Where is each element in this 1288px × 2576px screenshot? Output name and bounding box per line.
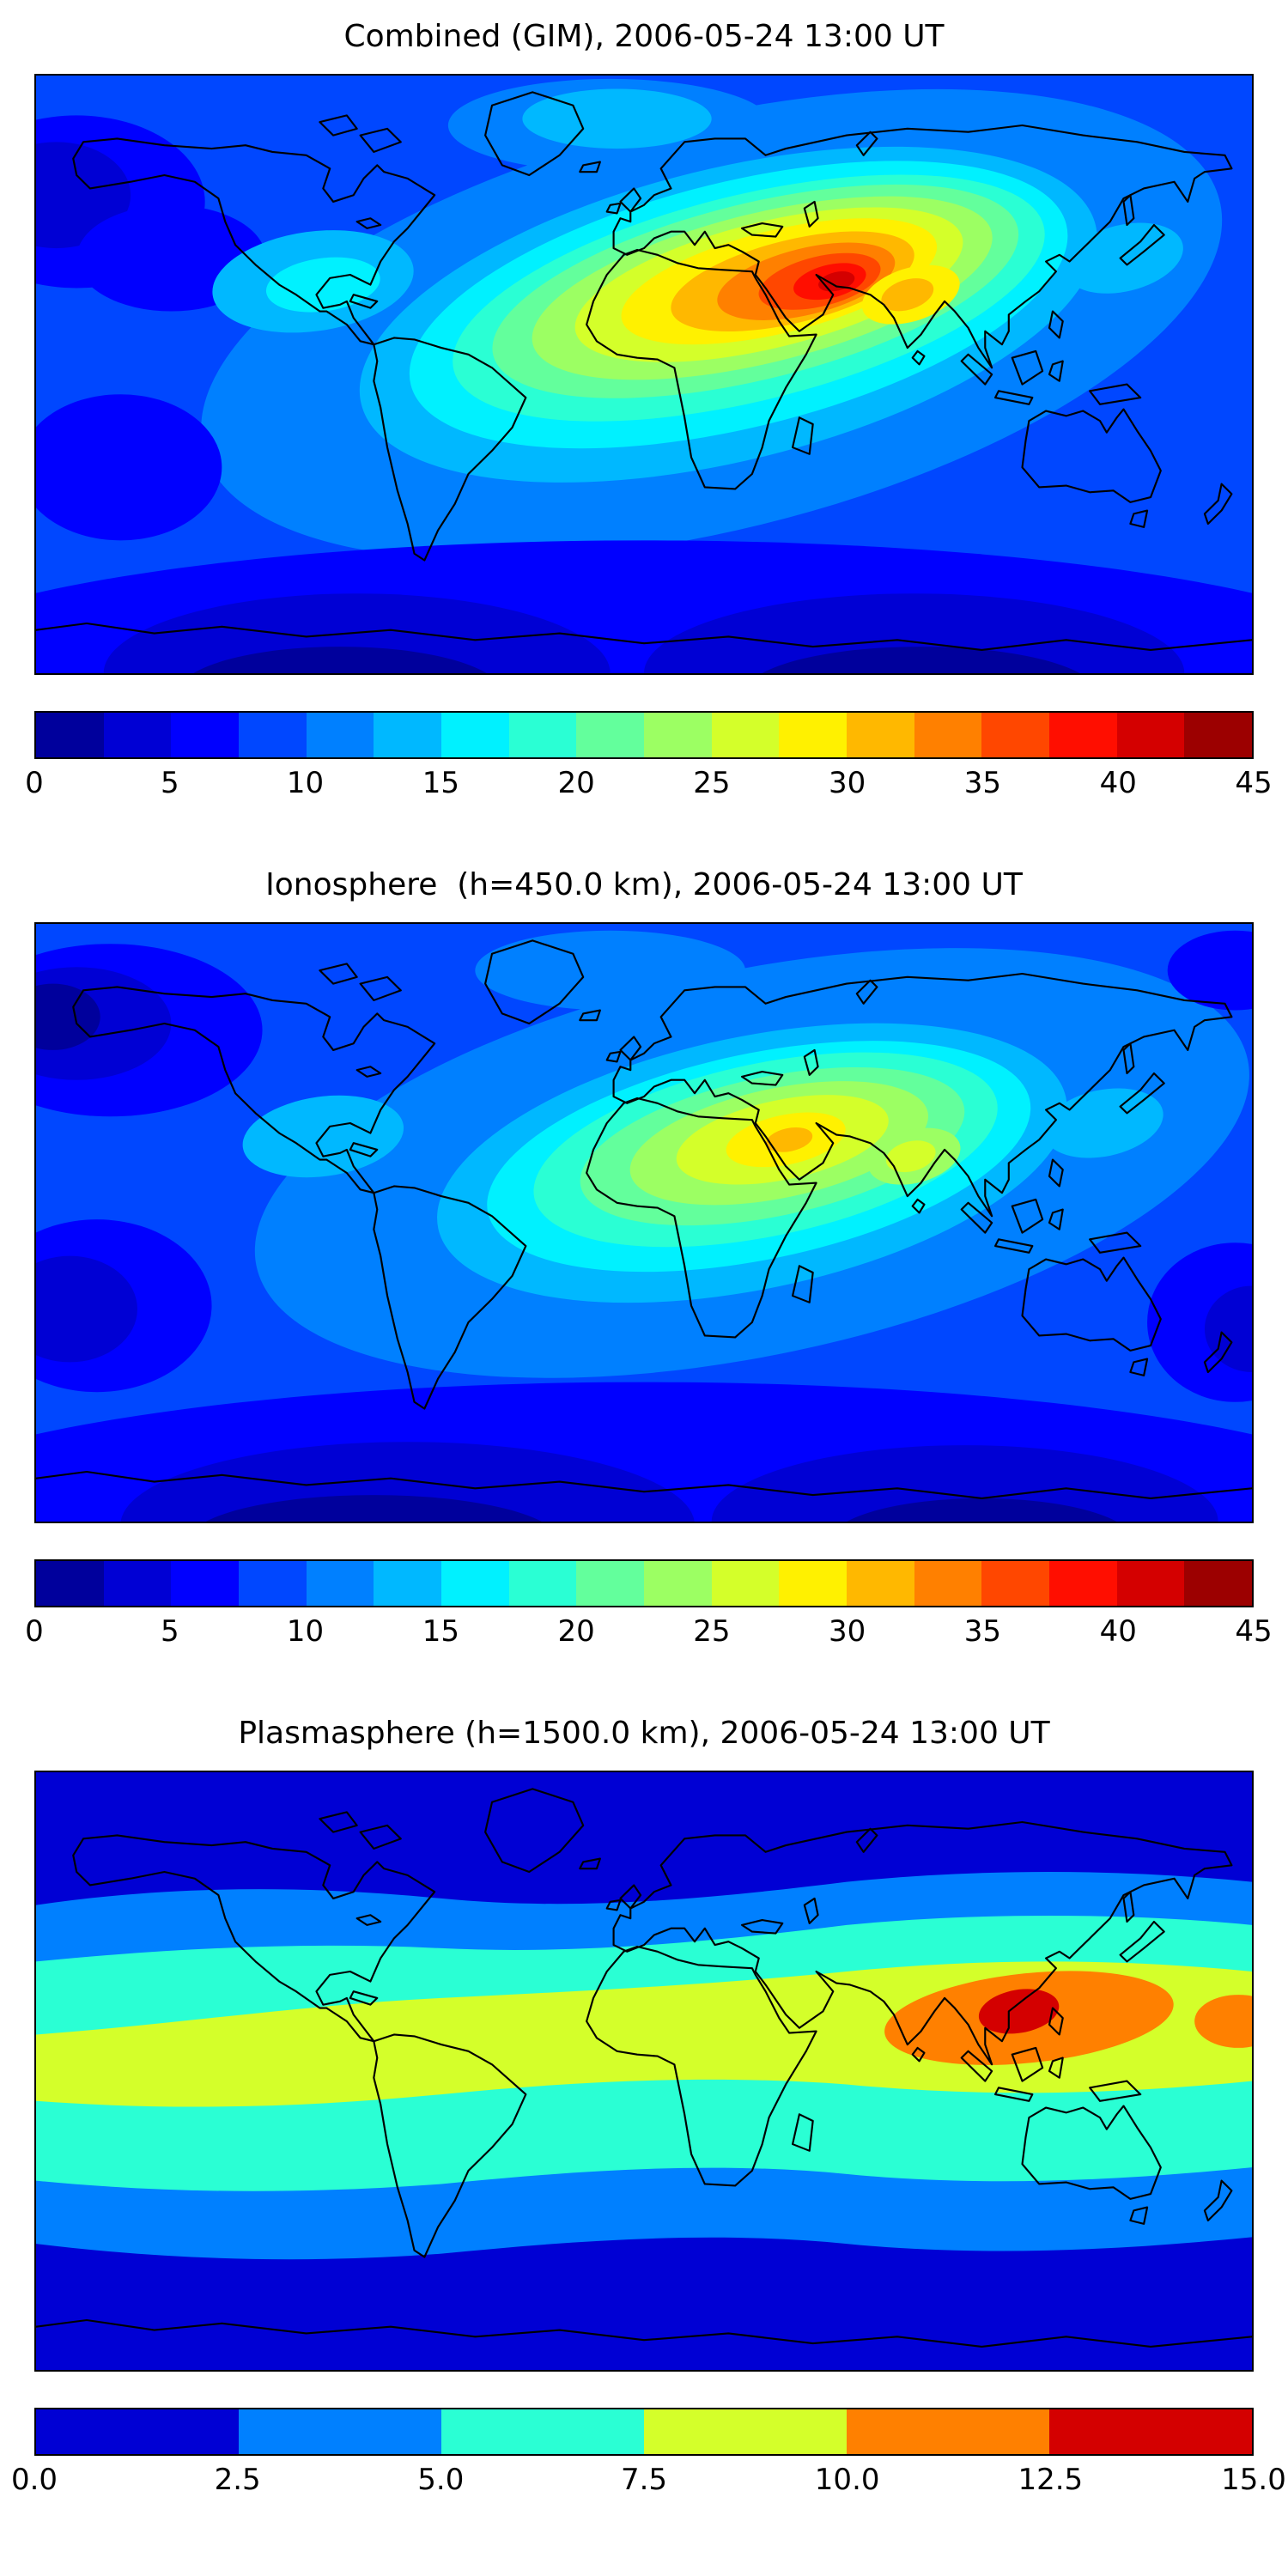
colorbar-tick-label: 30: [829, 1614, 866, 1649]
map-combined: [34, 74, 1254, 675]
colorbar-segment: [441, 713, 509, 757]
colorbar-segment: [847, 713, 914, 757]
colorbar-tick-label: 20: [557, 1614, 595, 1649]
colorbar-segment: [1049, 2409, 1252, 2454]
contour-fills: [36, 76, 1252, 673]
colorbar-tick-label: 10: [286, 766, 325, 800]
main-enhancement: [437, 1023, 1067, 1303]
panel-title-combined: Combined (GIM), 2006-05-24 13:00 UT: [343, 19, 945, 54]
colorbar-segment: [306, 713, 374, 757]
colorbar-segment: [644, 713, 712, 757]
colorbar-tick-label: 35: [963, 1614, 1002, 1649]
colorbar-tick-label: 12.5: [1018, 2463, 1084, 2497]
colorbar-segment: [1184, 1561, 1253, 1606]
panel-title-plasmasphere: Plasmasphere (h=1500.0 km), 2006-05-24 1…: [238, 1716, 1050, 1751]
panel-combined: Combined (GIM), 2006-05-24 13:00 UT: [0, 0, 1288, 809]
colorbar-segment: [711, 1561, 780, 1606]
colorbar-tick-label: 40: [1099, 766, 1137, 800]
map-plasmasphere-svg: [36, 1772, 1252, 2370]
colorbar-segment: [239, 713, 307, 757]
colorbar-tick-label: 25: [693, 766, 731, 800]
colorbar-segment: [171, 1561, 240, 1606]
colorbar-segment: [644, 2409, 847, 2454]
contour-fills: [36, 1772, 1252, 2370]
colorbar-segment: [508, 1561, 577, 1606]
colorbar-segment: [644, 1561, 712, 1606]
colorbar-segment: [847, 2409, 1049, 2454]
colorbar-segment: [239, 2409, 441, 2454]
colorbar-segment: [1116, 1561, 1185, 1606]
colorbar-tick-label: 25: [693, 1614, 731, 1649]
colorbar-tick-label: 0: [25, 1614, 44, 1649]
colorbar-segment: [1116, 713, 1185, 757]
panel-ionosphere: Ionosphere (h=450.0 km), 2006-05-24 13:0…: [0, 848, 1288, 1657]
colorbar-tick-label: 5: [160, 766, 179, 800]
colorbar-segment: [576, 1561, 645, 1606]
colorbar-tick-label: 35: [963, 766, 1002, 800]
colorbar-tick-label: 20: [557, 766, 595, 800]
colorbar-tick-label: 45: [1235, 1614, 1273, 1649]
colorbar-ticks-ionosphere: 0 5 10 15 20 25 30 35 40 45: [25, 1614, 1272, 1657]
colorbar-segment: [1049, 1561, 1117, 1606]
map-plasmasphere: [34, 1771, 1254, 2372]
colorbar-segment: [171, 713, 240, 757]
colorbar-plasmasphere: [34, 2408, 1254, 2456]
colorbar-tick-label: 2.5: [214, 2463, 261, 2497]
map-combined-svg: [36, 76, 1252, 673]
colorbar-segment: [239, 1561, 307, 1606]
map-ionosphere: [34, 922, 1254, 1523]
southeast-asia-enhancement: [884, 1971, 1252, 2065]
colorbar-segment: [914, 1561, 982, 1606]
map-ionosphere-svg: [36, 924, 1252, 1522]
colorbar-tick-label: 0: [25, 766, 44, 800]
colorbar-segment: [981, 1561, 1050, 1606]
colorbar-segment: [36, 2409, 239, 2454]
colorbar-segment: [576, 713, 645, 757]
colorbar-segment: [981, 713, 1050, 757]
colorbar-tick-label: 40: [1099, 1614, 1137, 1649]
colorbar-tick-label: 15: [422, 1614, 459, 1649]
colorbar-combined: [34, 711, 1254, 759]
colorbar-segment: [441, 2409, 644, 2454]
colorbar-segment: [914, 713, 982, 757]
colorbar-tick-label: 7.5: [620, 2463, 668, 2497]
colorbar-segment: [779, 713, 848, 757]
colorbar-segment: [711, 713, 780, 757]
colorbar-ticks-plasmasphere: 0.0 2.5 5.0 7.5 10.0 12.5 15.0: [11, 2463, 1286, 2506]
colorbar-ionosphere: [34, 1559, 1254, 1607]
colorbar-tick-label: 15.0: [1221, 2463, 1286, 2497]
colorbar-segment: [1049, 713, 1117, 757]
panel-plasmasphere: Plasmasphere (h=1500.0 km), 2006-05-24 1…: [0, 1697, 1288, 2506]
colorbar-tick-label: 0.0: [10, 2463, 58, 2497]
colorbar-tick-label: 5.0: [417, 2463, 465, 2497]
colorbar-segment: [441, 1561, 509, 1606]
colorbar-tick-label: 10: [286, 1614, 325, 1649]
colorbar-segment: [847, 1561, 914, 1606]
colorbar-segment: [374, 1561, 442, 1606]
panel-title-ionosphere: Ionosphere (h=450.0 km), 2006-05-24 13:0…: [265, 867, 1023, 902]
colorbar-segment: [36, 1561, 104, 1606]
contour-fills: [36, 924, 1252, 1522]
colorbar-tick-label: 30: [829, 766, 866, 800]
colorbar-segment: [779, 1561, 848, 1606]
colorbar-tick-label: 5: [160, 1614, 179, 1649]
colorbar-segment: [36, 713, 104, 757]
colorbar-segment: [1184, 713, 1253, 757]
colorbar-segment: [374, 713, 442, 757]
colorbar-tick-label: 15: [422, 766, 459, 800]
colorbar-tick-label: 10.0: [814, 2463, 880, 2497]
colorbar-segment: [508, 713, 577, 757]
colorbar-tick-label: 45: [1235, 766, 1273, 800]
colorbar-segment: [103, 1561, 172, 1606]
colorbar-segment: [103, 713, 172, 757]
colorbar-segment: [306, 1561, 374, 1606]
colorbar-ticks-combined: 0 5 10 15 20 25 30 35 40 45: [25, 766, 1272, 809]
